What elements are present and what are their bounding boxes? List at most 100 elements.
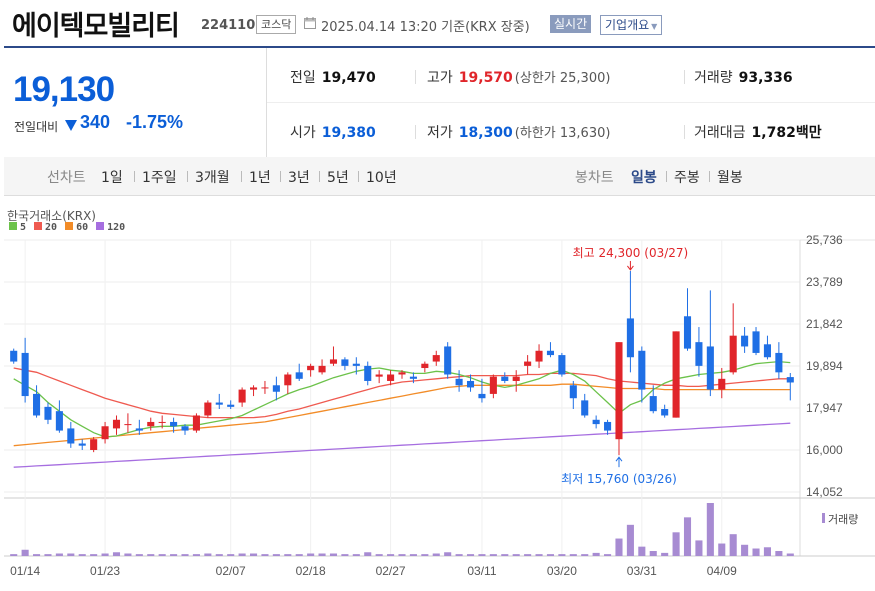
tab-1w[interactable]: 1주일 — [142, 170, 177, 186]
candle-body — [592, 419, 600, 425]
volume-bar — [695, 540, 703, 556]
tab-monthly[interactable]: 월봉 — [717, 170, 743, 186]
company-overview-button[interactable]: 기업개요 ▼ — [600, 15, 663, 35]
volume-bar — [375, 554, 383, 556]
candle-body — [170, 421, 178, 427]
volume-bar — [10, 554, 18, 556]
candle-body — [718, 378, 726, 390]
volume-bar — [786, 553, 794, 556]
volume-bar — [170, 554, 178, 556]
volume-bar — [729, 534, 737, 556]
stock-code: 224110 — [201, 18, 256, 33]
volume-bar — [741, 544, 749, 556]
change-label: 전일대비 — [14, 120, 59, 134]
volume-bar — [67, 553, 75, 556]
tab-line-chart[interactable]: 선차트 — [47, 170, 86, 186]
candle-body — [329, 359, 338, 364]
tab-1d[interactable]: 1일 — [101, 170, 123, 186]
volume-bar — [78, 554, 86, 556]
divider — [358, 171, 359, 182]
low-label: 저가 — [427, 125, 453, 141]
divider — [415, 70, 416, 84]
trade-amount-unit: 백만 — [795, 125, 822, 141]
upper-limit: (상한가 25,300) — [514, 71, 611, 86]
current-price: 19,130 — [13, 70, 115, 109]
candle-body — [524, 361, 532, 366]
candle-body — [375, 374, 383, 377]
tab-weekly[interactable]: 주봉 — [674, 170, 700, 186]
x-tick-label: 03/31 — [627, 564, 657, 578]
change-percent: -1.75% — [126, 112, 184, 132]
candle-body — [181, 426, 189, 431]
volume-bar — [112, 552, 121, 556]
y-tick-label: 21,842 — [806, 317, 843, 331]
trade-amount-label: 거래대금 — [694, 125, 746, 141]
chart-legend: 5 20 60 120 — [9, 222, 133, 233]
volume-bar — [261, 554, 269, 556]
volume-bar — [44, 554, 52, 556]
candle-body — [227, 404, 235, 407]
high-label: 고가 — [427, 70, 453, 86]
volume-bar — [249, 553, 258, 556]
volume-bar — [398, 554, 406, 556]
volume-bar — [592, 552, 600, 556]
candle-body — [455, 378, 463, 386]
low-arrow-head — [615, 456, 623, 462]
volume-bar — [21, 549, 29, 556]
tab-5y[interactable]: 5년 — [327, 170, 349, 186]
volume-bar — [661, 552, 669, 556]
candle-body — [649, 396, 657, 412]
candle-body — [33, 393, 41, 416]
chevron-down-icon: ▼ — [651, 22, 658, 31]
legend-label: 5 — [20, 222, 27, 233]
legend-item: 60 — [65, 222, 88, 233]
candle-body — [10, 350, 18, 362]
tab-daily[interactable]: 일봉 — [631, 170, 657, 186]
volume-bar — [341, 554, 349, 556]
tab-10y[interactable]: 10년 — [366, 170, 397, 186]
candle-body — [763, 344, 771, 358]
legend-label: 60 — [76, 222, 89, 233]
divider — [319, 171, 320, 182]
quote-panel: 19,130 전일대비 340 -1.75% 전일 19,470 고가 19,570… — [4, 46, 875, 159]
volume-bar — [683, 517, 692, 556]
prev-close: 전일 19,470 — [290, 67, 376, 87]
volume-bar — [101, 553, 109, 556]
candle-body — [421, 363, 429, 369]
volume-bar — [227, 554, 235, 556]
volume-bar — [706, 503, 714, 556]
candle-body — [307, 365, 315, 371]
candle-body — [387, 374, 395, 381]
chart-tabs: 선차트 1일 1주일 3개월 1년 3년 5년 10년 봉차트 일봉 주봉 월봉 — [4, 157, 875, 196]
tab-candle-chart[interactable]: 봉차트 — [575, 170, 614, 186]
realtime-button[interactable]: 실시간 — [550, 15, 592, 33]
tab-3y[interactable]: 3년 — [288, 170, 310, 186]
volume-bar — [295, 554, 303, 556]
candle-body — [558, 355, 566, 375]
x-tick-label: 01/14 — [10, 564, 40, 578]
legend-item: 120 — [96, 222, 125, 233]
candle-body — [786, 377, 794, 383]
tab-3m[interactable]: 3개월 — [195, 170, 230, 186]
legend-swatch — [34, 222, 43, 230]
divider — [267, 102, 875, 103]
tab-1y[interactable]: 1년 — [249, 170, 271, 186]
legend-item: 5 — [9, 222, 26, 233]
volume-bar — [272, 554, 280, 556]
candle-body — [44, 406, 52, 420]
legend-label: 20 — [45, 222, 58, 233]
candle-body — [261, 387, 269, 389]
volume-bar — [512, 554, 520, 556]
low-value: 18,300 — [458, 125, 513, 141]
legend-item: 20 — [34, 222, 57, 233]
volume-bar — [489, 554, 497, 556]
stock-name: 에이텍모빌리티 — [12, 11, 180, 42]
candle-body — [135, 428, 143, 431]
y-tick-label: 14,052 — [806, 485, 843, 499]
volume-bar — [718, 543, 726, 556]
volume-bar — [752, 548, 760, 556]
candle-body — [295, 372, 303, 379]
x-tick-label: 02/18 — [296, 564, 326, 578]
x-tick-label: 03/20 — [547, 564, 577, 578]
candle-body — [158, 421, 166, 423]
